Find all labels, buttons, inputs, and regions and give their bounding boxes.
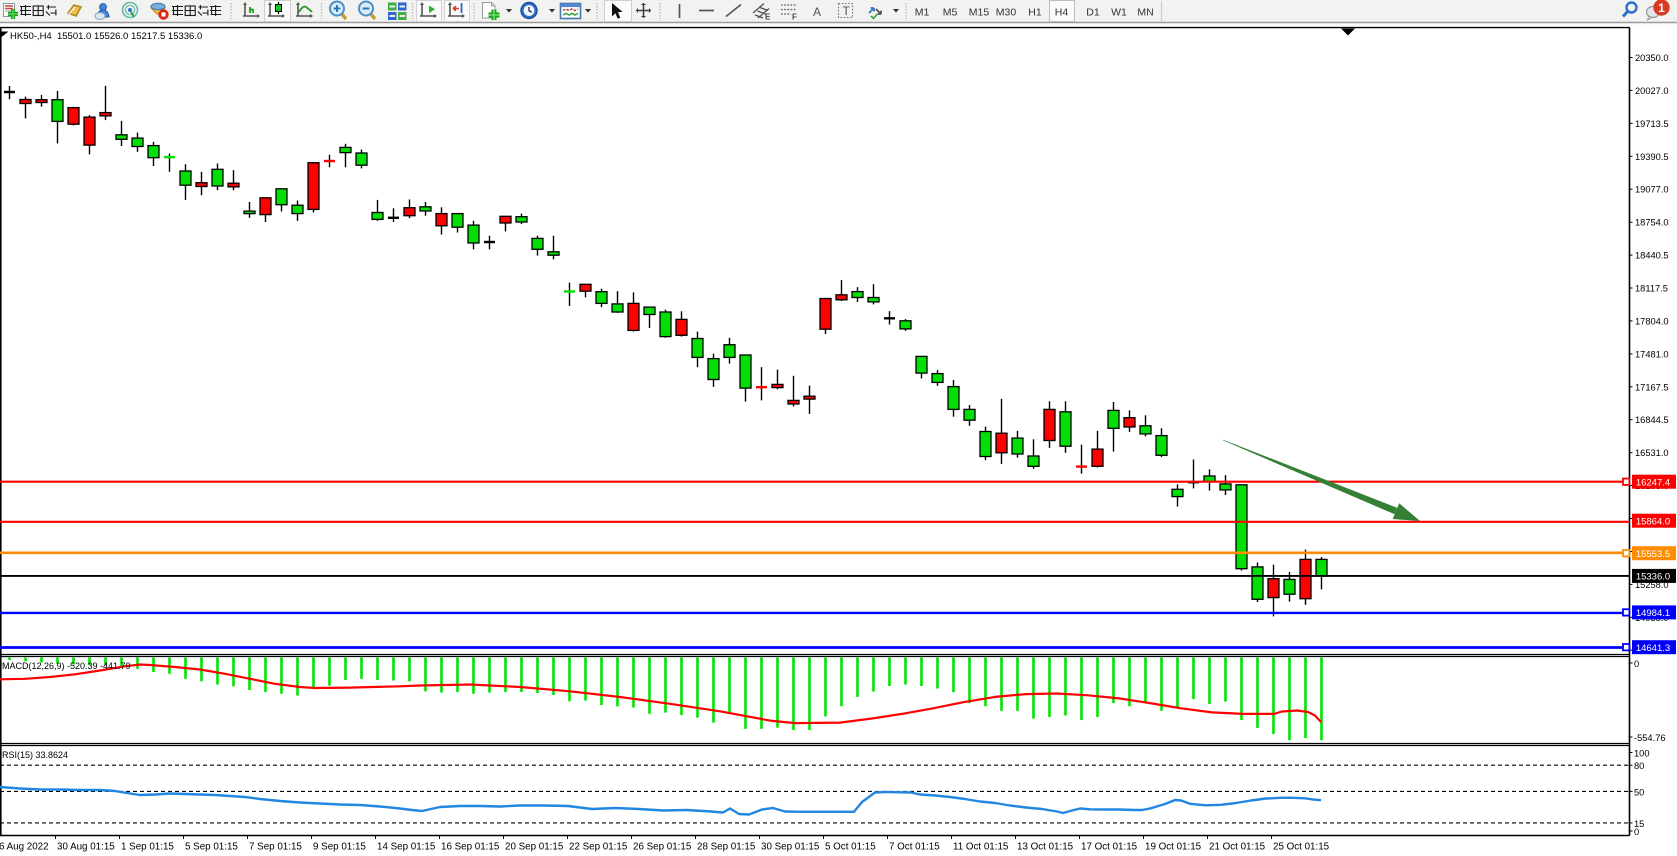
svg-text:1 Sep 01:15: 1 Sep 01:15: [121, 842, 174, 853]
svg-text:M1: M1: [915, 7, 930, 19]
svg-text:26 Sep 01:15: 26 Sep 01:15: [633, 842, 692, 853]
svg-text:15864.0: 15864.0: [1636, 516, 1670, 527]
svg-text:16247.4: 16247.4: [1636, 477, 1670, 488]
svg-text:9 Sep 01:15: 9 Sep 01:15: [313, 842, 366, 853]
svg-text:7 Sep 01:15: 7 Sep 01:15: [249, 842, 302, 853]
svg-text:13 Oct 01:15: 13 Oct 01:15: [1017, 842, 1074, 853]
svg-text:11 Oct 01:15: 11 Oct 01:15: [953, 842, 1009, 853]
svg-text:16531.0: 16531.0: [1635, 448, 1669, 458]
svg-text:20 Sep 01:15: 20 Sep 01:15: [505, 842, 564, 853]
svg-text:50: 50: [1634, 787, 1644, 797]
svg-text:18117.5: 18117.5: [1635, 284, 1668, 294]
svg-text:22 Sep 01:15: 22 Sep 01:15: [569, 842, 628, 853]
svg-text:HK50-,H4 15501.0 15526.0 1521: HK50-,H4 15501.0 15526.0 15217.5 15336.0: [10, 31, 202, 42]
svg-text:18754.0: 18754.0: [1635, 218, 1669, 228]
svg-text:16 Sep 01:15: 16 Sep 01:15: [441, 842, 500, 853]
svg-text:18440.5: 18440.5: [1635, 251, 1669, 261]
svg-text:M15: M15: [969, 7, 990, 19]
svg-text:20350.0: 20350.0: [1635, 53, 1669, 63]
svg-text:30 Sep 01:15: 30 Sep 01:15: [761, 842, 820, 853]
svg-text:M30: M30: [996, 7, 1017, 19]
svg-text:15258.0: 15258.0: [1635, 580, 1669, 590]
svg-text:25 Oct 01:15: 25 Oct 01:15: [1273, 842, 1330, 853]
svg-text:80: 80: [1634, 761, 1644, 771]
svg-text:20027.0: 20027.0: [1635, 86, 1669, 96]
svg-text:15553.5: 15553.5: [1636, 549, 1670, 560]
svg-text:14984.1: 14984.1: [1636, 608, 1670, 619]
svg-text:15336.0: 15336.0: [1636, 572, 1670, 583]
svg-text:19390.5: 19390.5: [1635, 152, 1669, 162]
svg-text:MN: MN: [1137, 7, 1153, 19]
svg-text:F: F: [792, 13, 797, 22]
svg-text:RSI(15) 33.8624: RSI(15) 33.8624: [2, 750, 68, 760]
svg-text:6 Aug 2022: 6 Aug 2022: [0, 842, 49, 853]
svg-text:17 Oct 01:15: 17 Oct 01:15: [1081, 842, 1138, 853]
svg-text:14 Sep 01:15: 14 Sep 01:15: [377, 842, 436, 853]
svg-text:T: T: [843, 4, 851, 18]
svg-text:15: 15: [1634, 819, 1644, 829]
svg-text:A: A: [813, 5, 821, 19]
svg-text:17167.5: 17167.5: [1635, 382, 1669, 392]
svg-text:-554.76: -554.76: [1634, 733, 1666, 743]
svg-text:17804.0: 17804.0: [1635, 316, 1669, 326]
svg-text:19 Oct 01:15: 19 Oct 01:15: [1145, 842, 1202, 853]
svg-text:14641.3: 14641.3: [1636, 643, 1670, 654]
svg-text:28 Sep 01:15: 28 Sep 01:15: [697, 842, 756, 853]
svg-text:100: 100: [1634, 749, 1650, 759]
svg-text:0: 0: [1634, 827, 1639, 837]
svg-text:H1: H1: [1028, 7, 1042, 19]
svg-text:D1: D1: [1086, 7, 1100, 19]
svg-text:19077.0: 19077.0: [1635, 185, 1669, 195]
svg-text:7 Oct 01:15: 7 Oct 01:15: [889, 842, 940, 853]
svg-text:30 Aug 01:15: 30 Aug 01:15: [57, 842, 115, 853]
svg-text:5 Oct 01:15: 5 Oct 01:15: [825, 842, 876, 853]
svg-text:MACD(12,26,9) -520.39 -441.79: MACD(12,26,9) -520.39 -441.79: [2, 661, 131, 671]
svg-text:E: E: [765, 13, 771, 22]
svg-text:W1: W1: [1111, 7, 1127, 19]
svg-text:16844.5: 16844.5: [1635, 415, 1669, 425]
svg-text:5 Sep 01:15: 5 Sep 01:15: [185, 842, 238, 853]
svg-text:21 Oct 01:15: 21 Oct 01:15: [1209, 842, 1266, 853]
svg-text:M5: M5: [943, 7, 958, 19]
svg-text:H4: H4: [1055, 7, 1069, 19]
svg-text:1: 1: [1658, 1, 1665, 15]
svg-text:19713.5: 19713.5: [1635, 119, 1669, 129]
svg-text:17481.0: 17481.0: [1635, 349, 1669, 359]
svg-text:0: 0: [1634, 659, 1639, 669]
